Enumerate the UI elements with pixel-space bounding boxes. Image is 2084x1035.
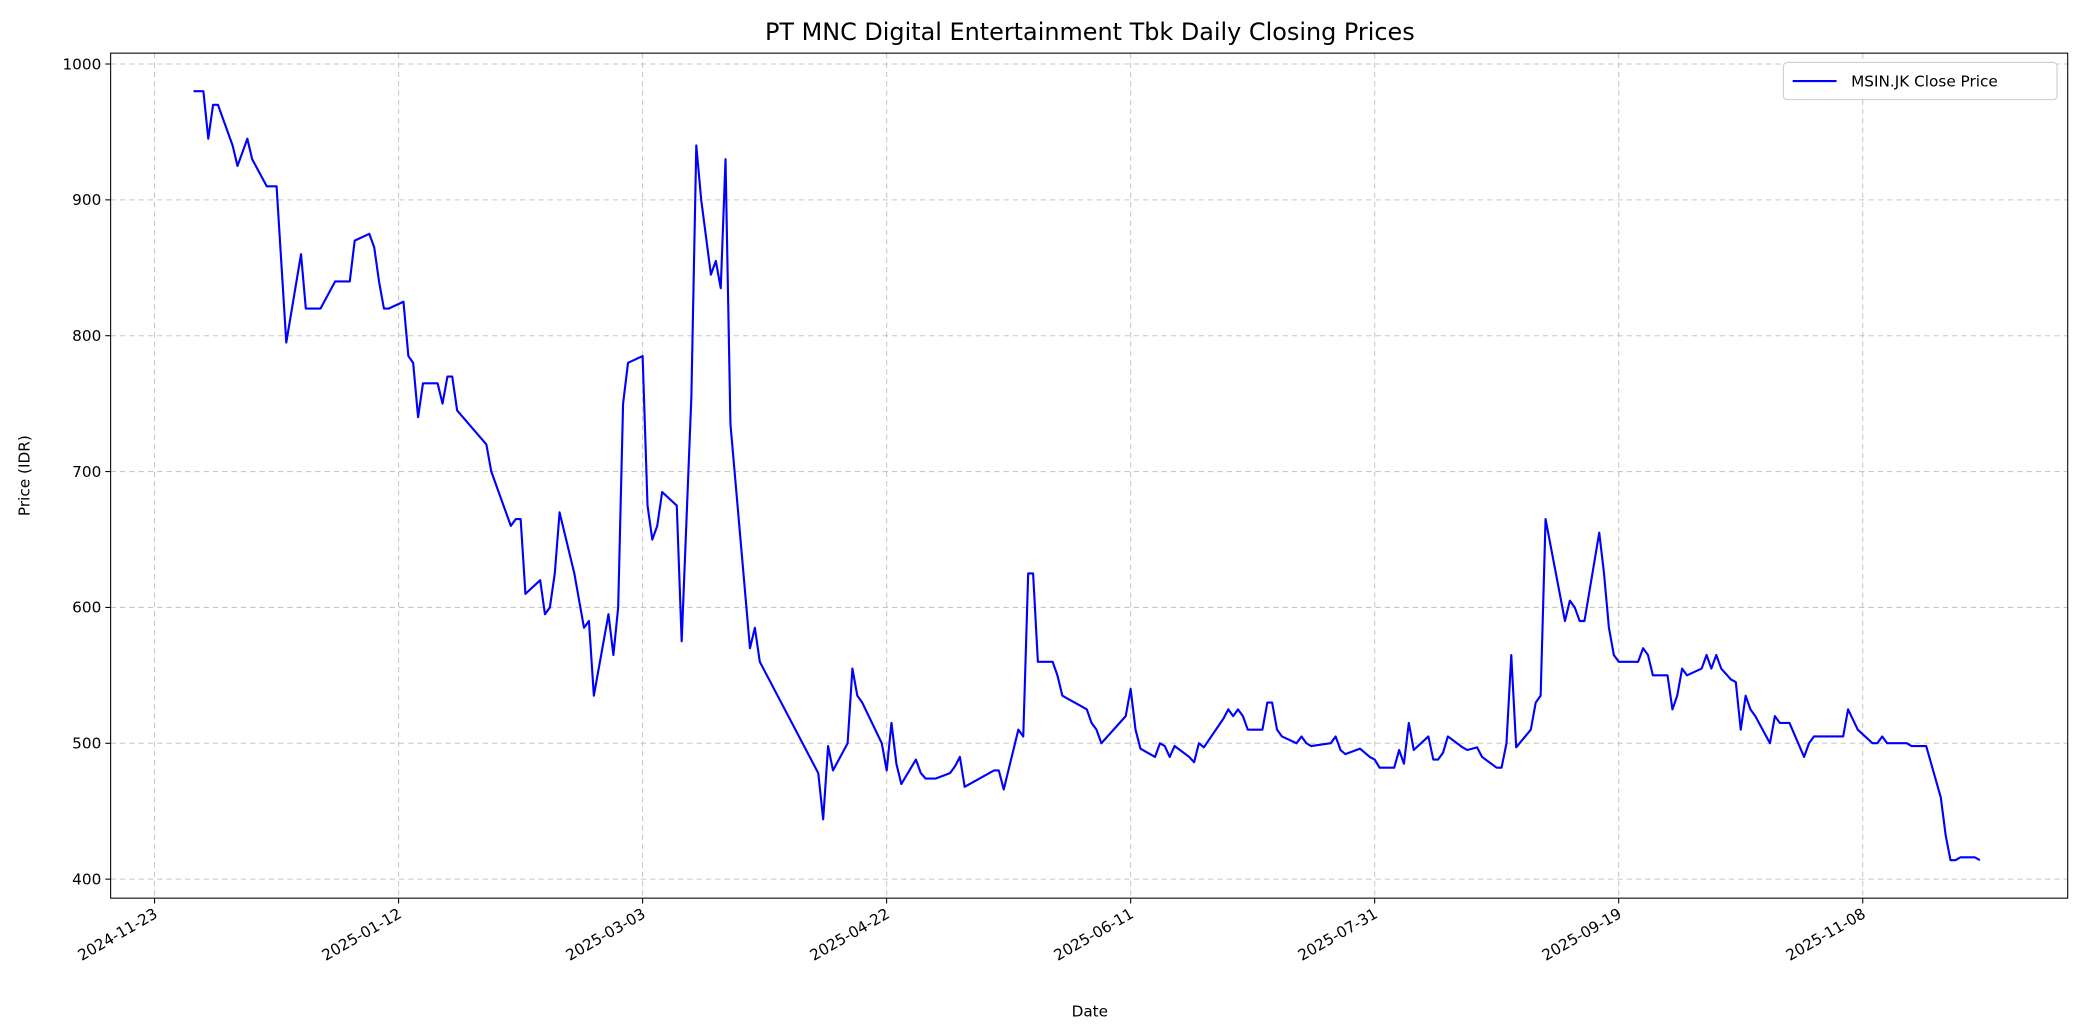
legend-label: MSIN.JK Close Price — [1851, 72, 1998, 90]
y-tick-label: 1000 — [62, 55, 101, 73]
x-tick-label: 2024-11-23 — [75, 905, 161, 965]
x-tick-label: 2025-11-08 — [1783, 905, 1869, 965]
legend-box — [1782, 61, 2058, 101]
grid — [110, 53, 2068, 899]
chart-title: PT MNC Digital Entertainment Tbk Daily C… — [765, 18, 1415, 46]
x-tick-label: 2025-07-31 — [1295, 905, 1381, 965]
x-tick-label: 2025-01-12 — [319, 905, 405, 965]
y-tick-label: 800 — [72, 327, 101, 345]
x-tick-label: 2025-03-03 — [563, 905, 649, 965]
y-axis-label: Price (IDR) — [16, 435, 34, 516]
y-tick-label: 900 — [72, 191, 101, 209]
legend: MSIN.JK Close Price — [1782, 61, 2058, 101]
y-tick-label: 400 — [72, 870, 101, 888]
x-axis: 2024-11-23 2025-01-12 2025-03-03 2025-04-22… — [75, 898, 1869, 965]
y-tick-label: 700 — [72, 463, 101, 481]
x-axis-label: Date — [1072, 1002, 1109, 1020]
plot-frame — [110, 52, 2069, 899]
y-tick-label: 600 — [72, 599, 101, 617]
x-tick-label: 2025-09-19 — [1539, 905, 1625, 965]
x-tick-label: 2025-04-22 — [807, 905, 893, 965]
y-axis: 400 500 600 700 800 900 1000 — [62, 55, 111, 888]
x-tick-label: 2025-06-11 — [1051, 905, 1137, 965]
y-tick-label: 500 — [72, 735, 101, 753]
series-line-msin — [193, 90, 1981, 862]
